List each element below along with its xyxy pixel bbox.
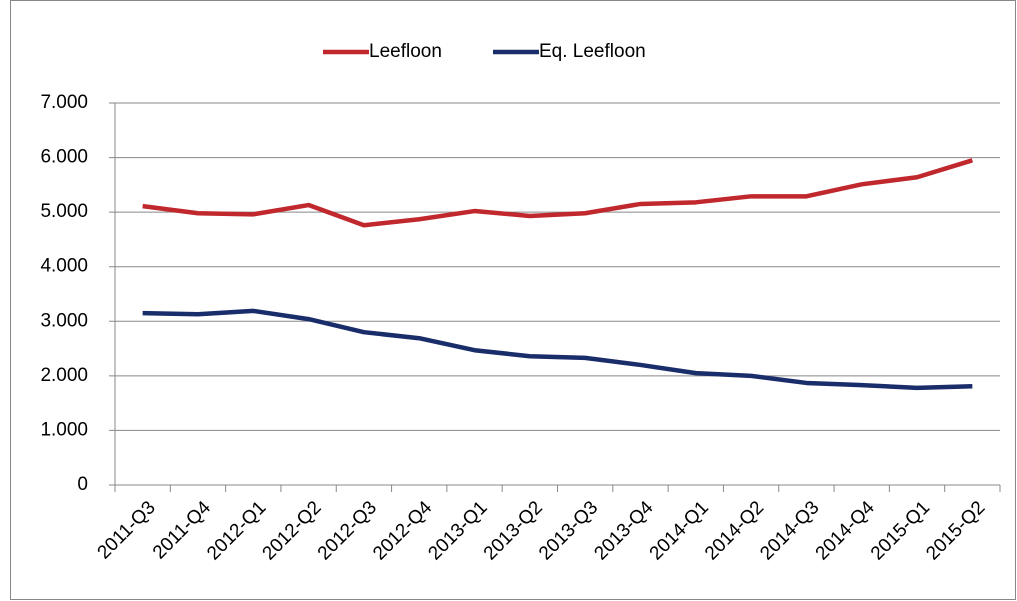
legend-label: Eq. Leefloon [539, 41, 646, 62]
y-tick-label: 4.000 [40, 256, 88, 277]
line-series [142, 158, 974, 228]
y-tick-label: 7.000 [40, 92, 88, 113]
y-tick-label: 5.000 [40, 201, 88, 222]
line-series [142, 308, 973, 391]
y-tick-label: 6.000 [40, 147, 88, 168]
y-tick-label: 0 [77, 474, 88, 495]
chart-border [10, 0, 1016, 600]
legend-label: Leefloon [369, 41, 442, 62]
y-tick-label: 1.000 [40, 419, 88, 440]
y-tick-label: 3.000 [40, 310, 88, 331]
y-tick-label: 2.000 [40, 365, 88, 386]
